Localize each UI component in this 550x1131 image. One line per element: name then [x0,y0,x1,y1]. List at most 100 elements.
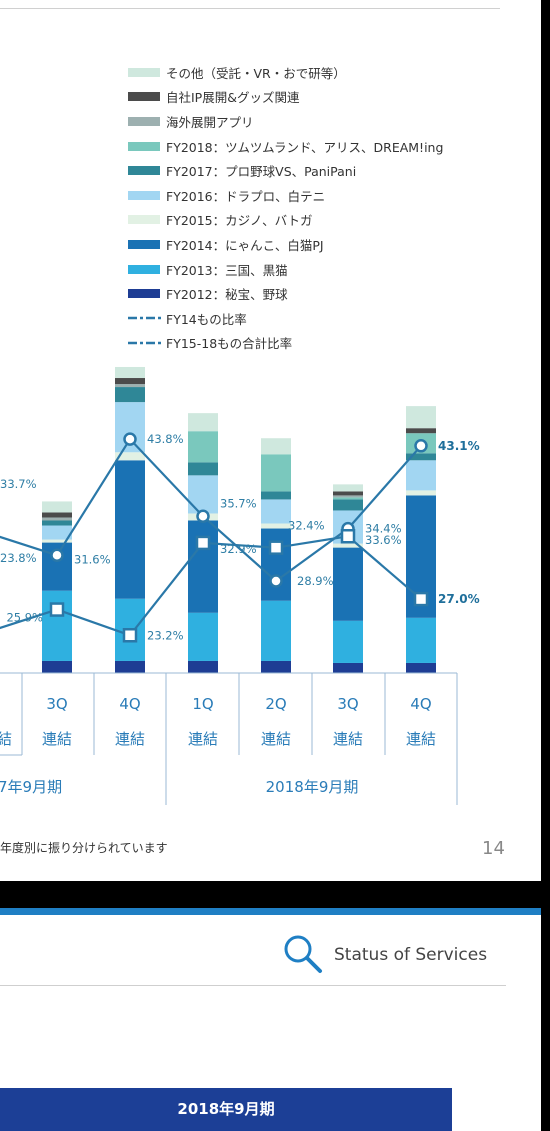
tick-label: 連結 [188,730,218,748]
bar-segment [188,660,218,673]
legend-line-sample [128,341,162,345]
bar-segment [406,460,436,491]
bar-segment [261,499,291,524]
tick-label: 連結 [42,730,72,748]
legend-label: その他（受託・VR・おで研等） [166,65,346,81]
legend-label: FY2013：三国、黒猫 [166,262,288,278]
lines-layer [0,432,429,643]
ratio-point [268,540,284,555]
bar-segment [42,539,72,543]
bar-segment [333,499,363,511]
ratio-point [49,602,65,617]
slide-top: その他（受託・VR・おで研等） 自社IP展開&グッズ関連 海外展開アプリ FY2018… [0,0,541,881]
bar-segment [333,620,363,663]
data-label: 43.1% [438,439,480,453]
legend-label: FY2015：カジノ、バトガ [166,213,313,229]
bar-segment [333,495,363,498]
legend-swatch [128,190,160,200]
bar-segment [188,431,218,463]
legend-label: 自社IP展開&グッズ関連 [166,90,300,106]
data-label: 23.2% [147,628,184,642]
legend-item: 海外展開アプリ [128,109,443,134]
bar-segment [115,660,145,673]
legend-swatch [128,67,160,77]
legend-label: 海外展開アプリ [166,114,254,130]
bar-segment [115,384,145,388]
legend-item: FY2016：ドラプロ、白テニ [128,183,443,208]
data-label: 25.9% [6,611,43,625]
legend-swatch [128,92,160,102]
legend-swatch [128,141,160,151]
bar-segment [42,590,72,661]
bar-segment [42,501,72,513]
bar-segment [115,452,145,461]
section-title: Status of Services [334,945,488,965]
page-number: 14 [482,838,505,859]
axis-layer: 3Q 4Q 1Q 2Q 3Q 4Q 連結 連結 連結 連結 連結 連結 結 7年9月期 2018年9月期 [0,672,458,805]
legend-label: FY2016：ドラプロ、白テニ [166,188,326,204]
labels-layer: 31.6% 43.8% 35.7% 28.9% 34.4% 43.1% 25.9% 23.2%… [0,432,480,642]
data-label: 34.4% [365,522,402,536]
bar-segment [333,547,363,621]
data-label: 33.7% [0,477,37,491]
tick-label: 3Q [46,695,67,713]
search-icon [284,935,322,973]
legend-item: FY2015：カジノ、バトガ [128,208,443,233]
tick-label: 3Q [337,695,358,713]
table-header: 2018年9月期 [0,1088,452,1131]
bar-segment [188,413,218,432]
bar-segment [261,454,291,492]
ratio-point [340,528,356,544]
data-label: 27.0% [438,592,480,606]
tick-label: 1Q [192,695,213,713]
legend-item: FY2018：ツムツムランド、アリス、DREAM!ing [128,134,443,159]
data-label: 35.7% [220,496,257,510]
legend-label: FY2017：プロ野球VS、PaniPani [166,164,357,180]
bar-segment [115,378,145,385]
legend-label: FY2012：秘宝、野球 [166,287,288,303]
bar-segment [188,462,218,476]
legend-swatch [128,215,160,225]
ratio-point [195,535,211,551]
legend-item: FY2012：秘宝、野球 [128,281,443,306]
ratio-point [50,548,64,563]
legend-swatch [128,264,160,274]
legend-label: FY15-18もの合計比率 [166,336,293,352]
tick-label: 連結 [333,730,363,748]
legend-label: FY2014：にゃんこ、白猫PJ [166,237,324,253]
legend-line-sample [128,316,162,320]
bar-segment [406,617,436,663]
tick-label: 連結 [115,730,145,748]
bar-segment [188,612,218,661]
top-rule [0,8,500,9]
bar-segment [261,523,291,529]
legend-item: FY2017：プロ野球VS、PaniPani [128,158,443,183]
tick-label: 4Q [119,695,140,713]
bar-segment [42,512,72,518]
legend-label: FY14もの比率 [166,311,247,327]
bar-segment [115,366,145,379]
bar-segment [406,406,436,429]
data-label: 32.4% [288,519,325,533]
bar-segment [333,662,363,673]
legend: その他（受託・VR・おで研等） 自社IP展開&グッズ関連 海外展開アプリ FY2018… [128,60,443,355]
slide-bottom: Status of Services 2018年9月期 [0,908,541,1131]
ratio-point [123,432,137,446]
data-label: 28.9% [297,574,334,588]
legend-item: その他（受託・VR・おで研等） [128,60,443,85]
bar-segment [42,517,72,521]
legend-item: FY2013：三国、黒猫 [128,257,443,282]
top-accent-bar [0,908,541,915]
tick-label: 連結 [406,730,436,748]
bar-segment [333,497,363,500]
bar-segment [115,460,145,599]
group-label: 7年9月期 [0,778,62,796]
bar-segment [261,438,291,455]
bars-layer [42,366,436,673]
bar-segment [188,475,218,514]
tick-label: 2Q [265,695,286,713]
legend-swatch [128,239,160,249]
data-label: 33.6% [365,533,402,547]
bar-segment [261,491,291,500]
group-label: 2018年9月期 [266,778,359,796]
